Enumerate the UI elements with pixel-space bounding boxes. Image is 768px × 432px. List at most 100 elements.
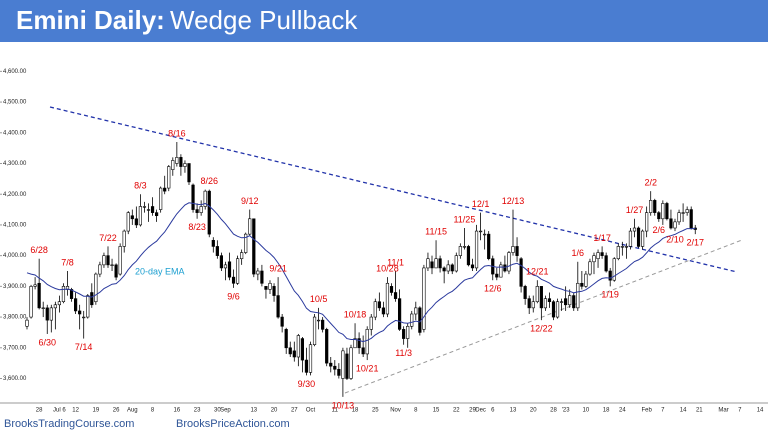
candle-body — [61, 286, 66, 303]
date-annotation: 11/3 — [395, 348, 412, 358]
date-annotation: 1/19 — [601, 290, 619, 300]
y-tick-label: 3,800.00 — [3, 315, 27, 321]
candle-body — [179, 157, 183, 167]
candle-body — [519, 258, 523, 287]
x-tick-label: 7 — [661, 408, 665, 414]
candle-body — [584, 273, 588, 287]
date-annotation: 6/28 — [30, 245, 48, 255]
candle-body — [329, 362, 333, 367]
candle-body — [308, 344, 313, 373]
candle-body — [628, 230, 633, 247]
candle-body — [361, 347, 365, 355]
candle-body — [90, 292, 94, 306]
candle-body — [446, 264, 450, 272]
candle-body — [341, 350, 345, 379]
ema-line — [26, 202, 696, 343]
x-tick-label: 6 — [491, 408, 495, 414]
candle-body — [645, 212, 649, 232]
candle-body — [57, 301, 61, 306]
date-annotation: 8/3 — [134, 181, 147, 191]
candle-body — [661, 203, 665, 220]
candle-body — [321, 319, 325, 330]
x-tick-label: 28 — [550, 408, 557, 414]
x-tick-label: 24 — [619, 408, 626, 414]
candle-body — [466, 246, 471, 266]
candle-body — [191, 184, 195, 210]
x-tick-label: 13 — [250, 408, 257, 414]
candle-body — [681, 212, 685, 214]
x-tick-label: 14 — [757, 408, 764, 414]
y-tick-label: 4,000.00 — [3, 253, 27, 259]
candle-body — [171, 160, 175, 170]
candle-body — [539, 286, 543, 309]
candle-body — [657, 212, 661, 220]
candle-body — [438, 258, 442, 269]
title: Emini Daily: — [16, 5, 165, 35]
candle-body — [134, 218, 138, 226]
y-tick-label: 4,200.00 — [3, 192, 27, 198]
candle-body — [402, 329, 406, 339]
candle-body — [365, 329, 369, 355]
date-annotation: 2/10 — [666, 234, 684, 244]
candle-body — [576, 282, 580, 309]
x-tick-label: 20 — [271, 408, 278, 414]
date-annotation: 10/21 — [356, 363, 379, 373]
date-annotation: 11/15 — [425, 227, 447, 237]
candle-body — [300, 338, 305, 361]
candle-body — [288, 347, 292, 355]
candle-body — [564, 298, 568, 306]
x-tick-label: Dec — [475, 408, 486, 414]
x-tick-label: 26 — [113, 408, 120, 414]
date-annotation: 1/17 — [593, 233, 611, 243]
y-tick-label: 3,600.00 — [3, 376, 27, 382]
candle-body — [535, 286, 539, 303]
support-trendline — [344, 239, 743, 394]
date-annotation: 10/28 — [376, 264, 399, 274]
candle-body — [665, 203, 669, 220]
candle-body — [604, 255, 608, 272]
candle-body — [685, 209, 689, 213]
candle-body — [25, 319, 29, 327]
date-annotation: 12/13 — [502, 196, 525, 206]
y-tick-label: 3,700.00 — [3, 345, 27, 351]
date-annotation: 8/23 — [188, 222, 206, 232]
candle-body — [82, 316, 86, 319]
candle-body — [122, 230, 126, 247]
date-annotation: 9/21 — [269, 264, 287, 274]
candle-body — [369, 316, 373, 330]
candle-body — [231, 276, 236, 284]
candle-body — [203, 190, 207, 207]
candle-body — [422, 267, 426, 330]
date-annotation: 10/13 — [332, 400, 355, 410]
candle-body — [373, 301, 377, 318]
candle-body — [624, 246, 628, 248]
candle-body — [397, 298, 402, 330]
x-tick-label: '23 — [562, 408, 570, 414]
candle-body — [640, 230, 645, 247]
candle-body — [588, 261, 592, 275]
candle-body — [284, 329, 288, 349]
candle-body — [547, 298, 552, 303]
x-tick-label: 23 — [194, 408, 201, 414]
candle-body — [296, 335, 300, 358]
candle-body — [175, 157, 179, 164]
x-tick-label: 14 — [680, 408, 687, 414]
x-tick-label: 27 — [291, 408, 298, 414]
candle-body — [426, 258, 430, 269]
x-tick-label: 8 — [151, 408, 155, 414]
candle-body — [596, 252, 600, 260]
candle-body — [620, 246, 624, 248]
candle-body — [458, 246, 462, 256]
candle-body — [33, 284, 37, 287]
y-tick-label: 4,100.00 — [3, 223, 27, 229]
date-annotation: 8/26 — [200, 176, 218, 186]
candle-body — [572, 295, 576, 309]
candle-body — [442, 267, 446, 272]
candle-body — [511, 246, 515, 253]
candle-body — [280, 316, 284, 327]
candle-body — [669, 218, 673, 229]
candle-body — [487, 233, 491, 260]
x-tick-label: 18 — [352, 408, 359, 414]
candle-body — [74, 298, 78, 312]
candle-body — [114, 264, 118, 278]
